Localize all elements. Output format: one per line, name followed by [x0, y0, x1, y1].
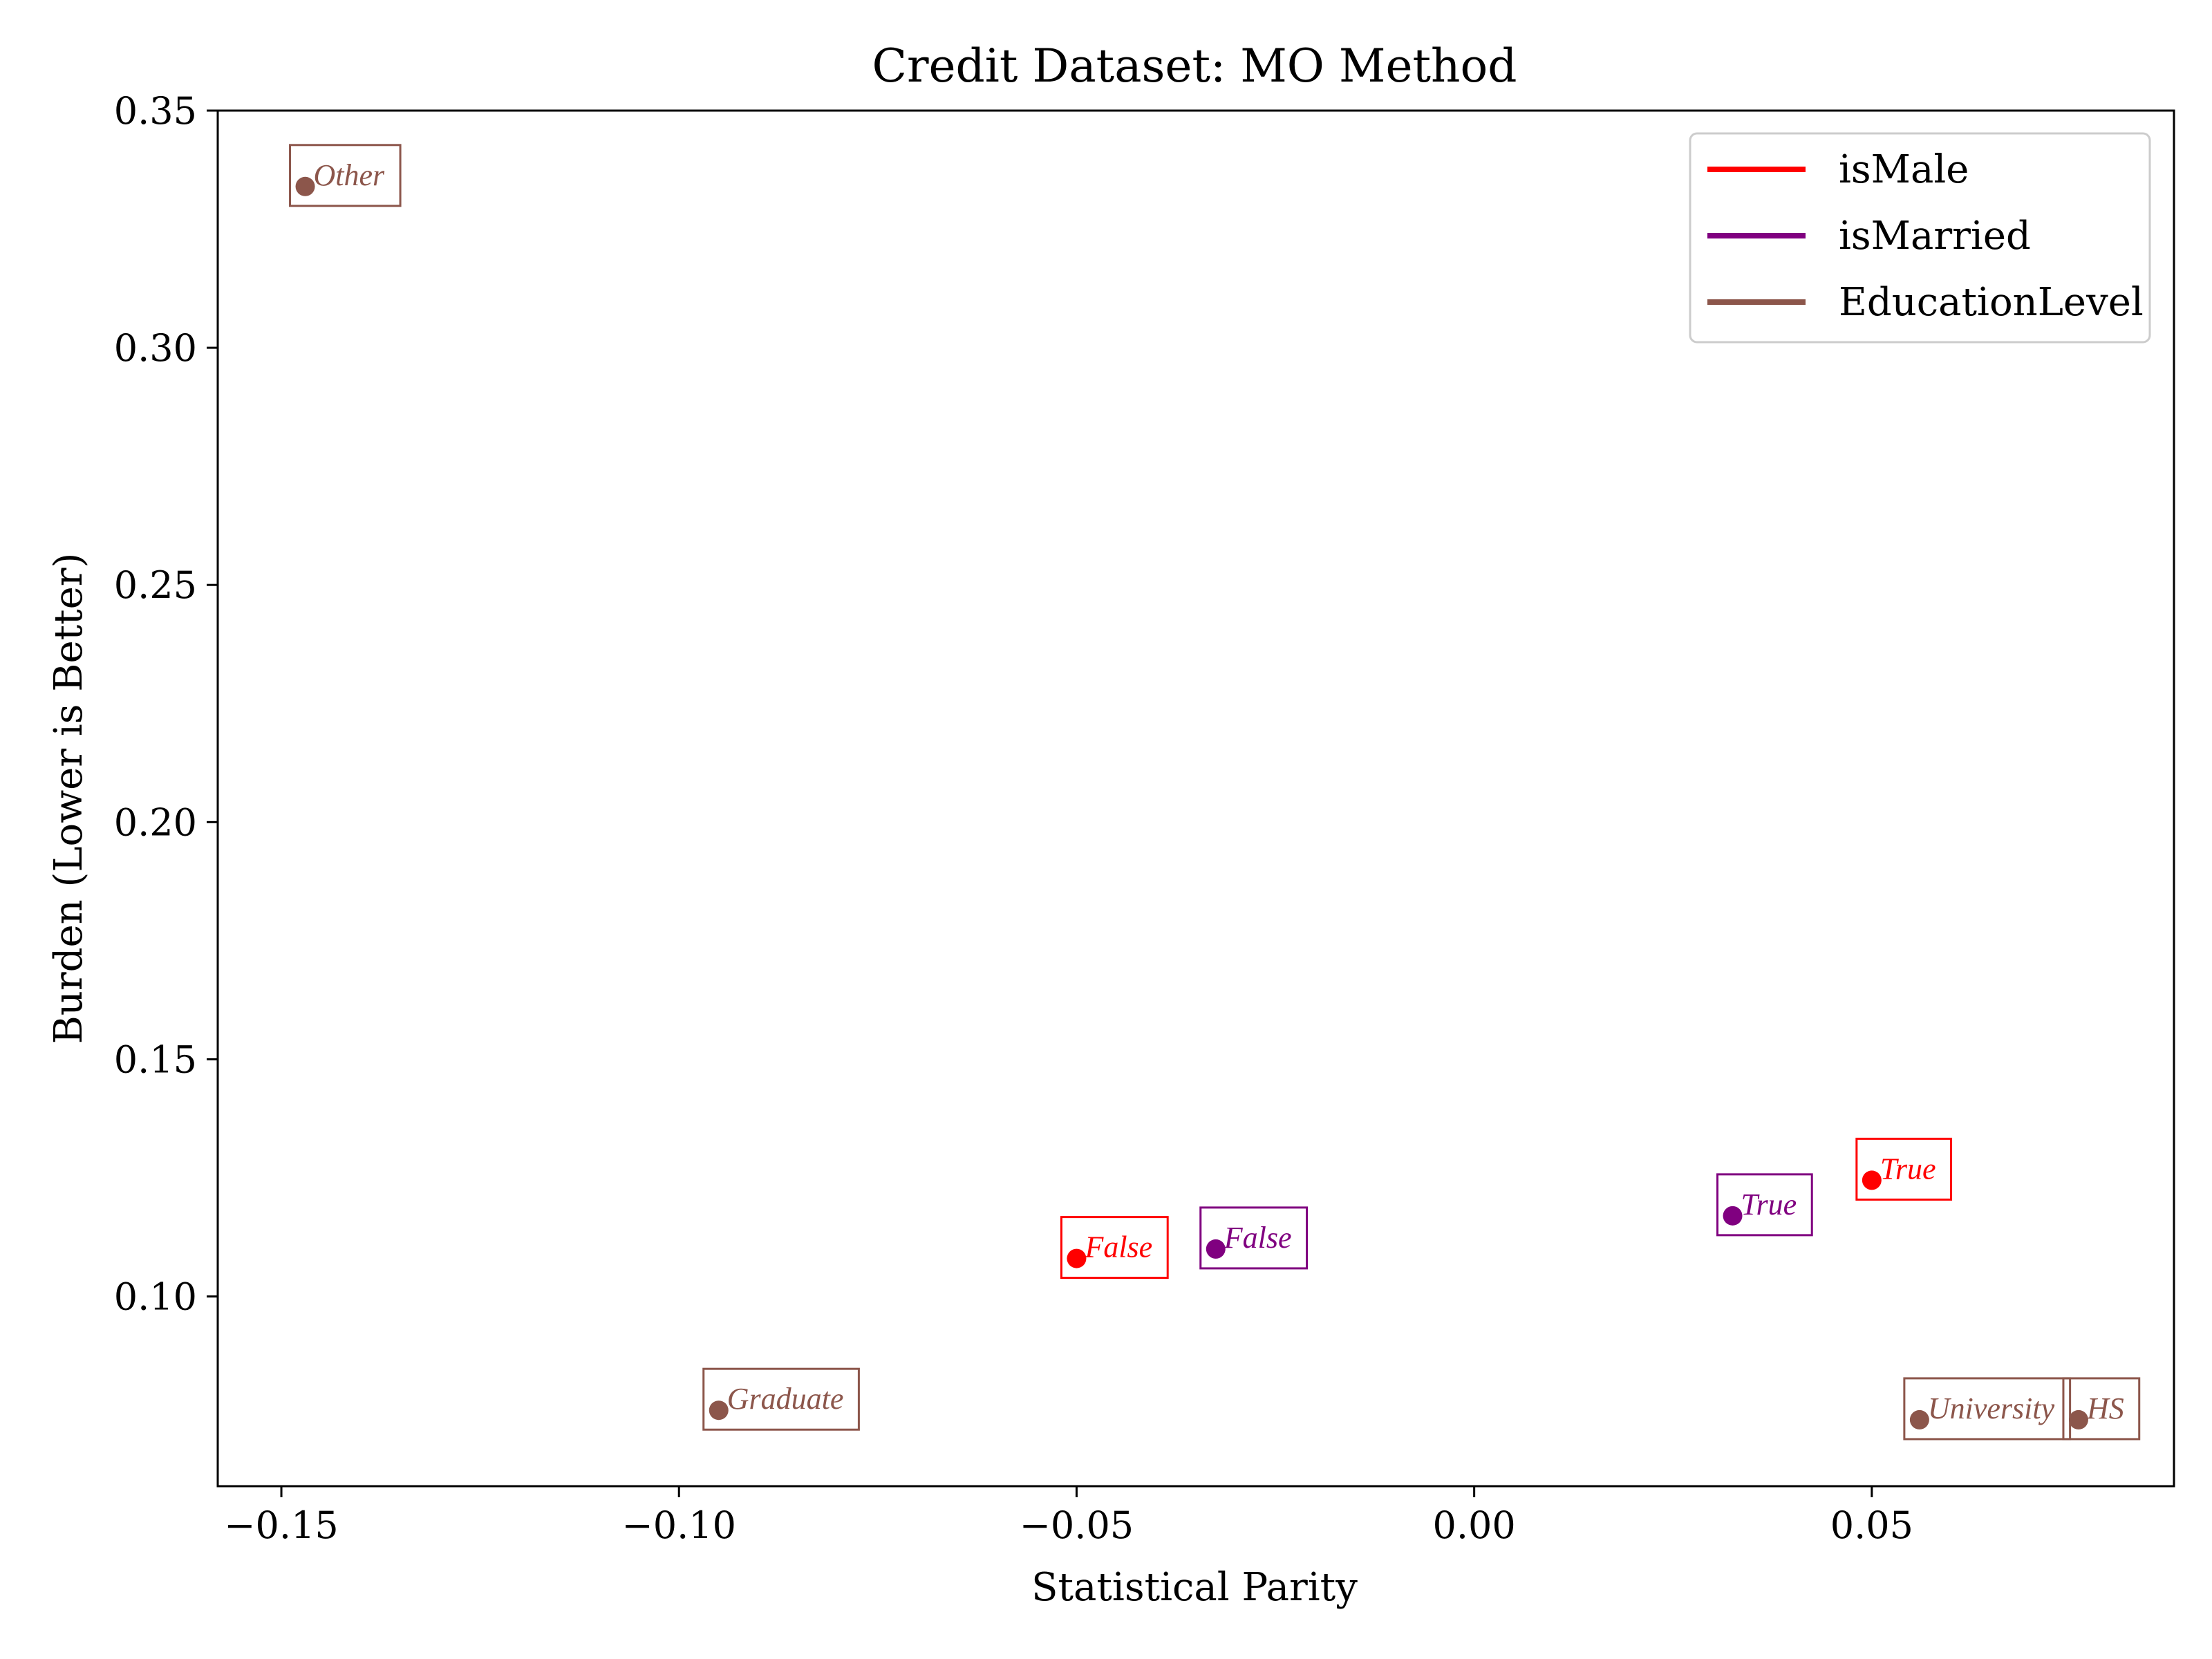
- point-label: True: [1741, 1188, 1797, 1221]
- data-point: [1723, 1206, 1743, 1226]
- data-point-group: Other: [289, 144, 402, 207]
- point-label: False: [1224, 1221, 1292, 1255]
- x-tick-label: 0.00: [1433, 1503, 1516, 1547]
- y-tick-label: 0.35: [114, 89, 197, 133]
- y-tick-label: 0.30: [114, 326, 197, 370]
- point-label: False: [1084, 1230, 1152, 1264]
- point-label: HS: [2086, 1391, 2124, 1425]
- point-label-box: [1060, 1216, 1169, 1280]
- point-label: Other: [314, 158, 386, 192]
- chart-title: Credit Dataset: MO Method: [872, 39, 1517, 93]
- data-point-group: True: [1716, 1173, 1813, 1237]
- data-point: [709, 1400, 729, 1421]
- point-label-box: [2062, 1377, 2141, 1441]
- y-tick-label: 0.10: [114, 1275, 197, 1319]
- x-tick-label: −0.10: [621, 1503, 735, 1547]
- legend: isMale isMarried EducationLevel: [1689, 132, 2151, 344]
- data-point-group: Graduate: [702, 1367, 860, 1431]
- point-label-box: [1855, 1137, 1953, 1201]
- point-label-box: [289, 144, 402, 207]
- data-point: [2068, 1409, 2088, 1430]
- data-point-group: False: [1060, 1216, 1169, 1280]
- data-point: [1909, 1409, 1929, 1430]
- data-point-group: False: [1199, 1206, 1309, 1270]
- legend-label: isMarried: [1839, 214, 2031, 259]
- y-tick-label: 0.15: [114, 1038, 197, 1081]
- point-label-box: [1903, 1377, 2072, 1441]
- point-label: True: [1880, 1152, 1936, 1185]
- data-point: [1067, 1248, 1087, 1268]
- point-label: University: [1928, 1391, 2055, 1425]
- data-point: [1862, 1170, 1882, 1190]
- point-label-box: [702, 1367, 860, 1431]
- data-point-group: True: [1855, 1137, 1953, 1201]
- point-label: Graduate: [727, 1382, 844, 1416]
- point-label-box: [1716, 1173, 1813, 1237]
- axes-frame: [216, 109, 2175, 1488]
- data-point-group: University: [1903, 1377, 2072, 1441]
- data-point: [1206, 1239, 1226, 1259]
- y-axis-label: Burden (Lower is Better): [46, 553, 91, 1044]
- x-axis: −0.15 −0.10 −0.05 0.00 0.05: [224, 1486, 1913, 1547]
- legend-label: EducationLevel: [1839, 280, 2144, 325]
- y-tick-label: 0.20: [114, 800, 197, 844]
- plot-area: False True False True Other Graduate Universit…: [289, 144, 2141, 1441]
- data-point: [295, 176, 315, 196]
- x-axis-label: Statistical Parity: [1031, 1565, 1358, 1610]
- legend-label: isMale: [1839, 147, 1969, 192]
- y-tick-label: 0.25: [114, 563, 197, 607]
- x-tick-label: 0.05: [1830, 1503, 1913, 1547]
- y-axis: 0.10 0.15 0.20 0.25 0.30 0.35: [114, 89, 218, 1319]
- data-point-group: HS: [2062, 1377, 2141, 1441]
- legend-frame: [1689, 132, 2151, 344]
- x-tick-label: −0.05: [1020, 1503, 1134, 1547]
- x-tick-label: −0.15: [224, 1503, 338, 1547]
- point-label-box: [1199, 1206, 1309, 1270]
